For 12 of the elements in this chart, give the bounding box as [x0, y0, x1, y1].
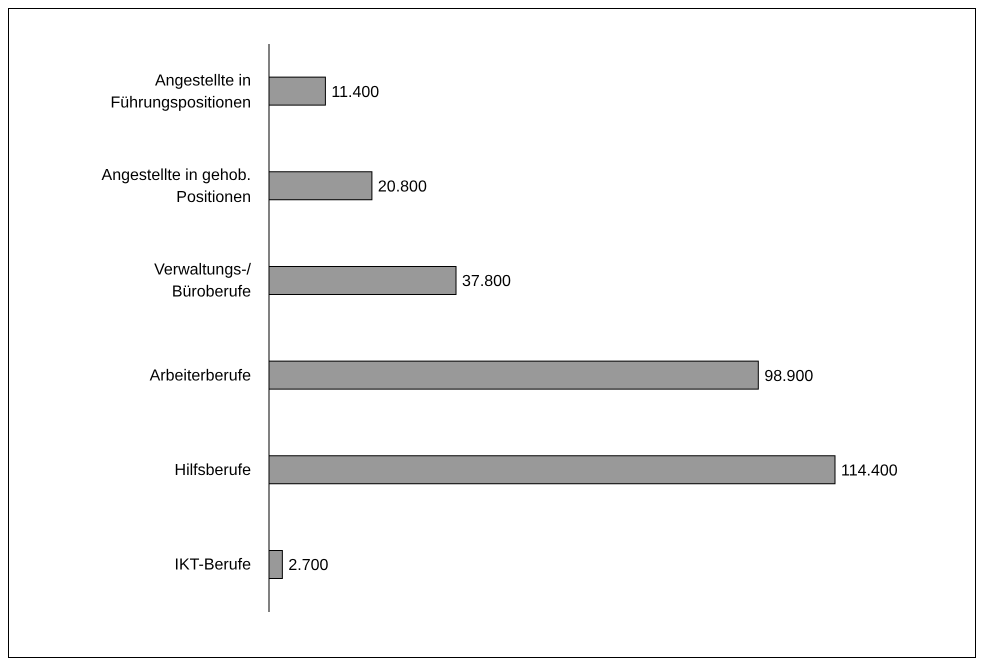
data-label: 11.400: [331, 84, 380, 101]
y-tick-label: Verwaltungs-/ Büroberufe: [154, 261, 252, 300]
data-label: 2.700: [288, 557, 328, 574]
data-label: 20.800: [378, 178, 427, 196]
y-tick-label: Angestellte in Führungspositionen: [110, 72, 251, 111]
y-tick-label: IKT-Berufe: [174, 556, 252, 574]
data-label: 114.400: [841, 462, 898, 480]
y-tick-label: Angestellte in gehob. Positionen: [102, 166, 251, 206]
data-label: 98.900: [764, 368, 814, 385]
y-tick-label: Arbeiterberufe: [150, 366, 252, 384]
data-label: 37.800: [462, 273, 512, 290]
y-tick-label: Hilfsberufe: [174, 462, 252, 478]
